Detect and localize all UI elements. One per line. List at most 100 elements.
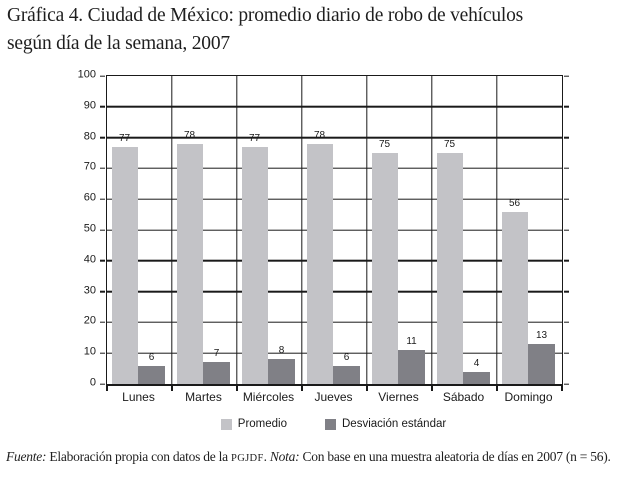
x-axis-label: Martes	[185, 390, 222, 404]
y-axis-label: 70	[83, 160, 96, 173]
x-axis-label: Sábado	[442, 390, 485, 404]
x-axis-label: Miércoles	[242, 390, 295, 404]
y-axis-tick-right	[564, 167, 569, 170]
y-axis-tick-right	[564, 383, 569, 385]
bar-group: 75 4	[432, 76, 497, 384]
bar-value-label: 13	[535, 329, 548, 341]
x-axis-tick	[301, 386, 303, 391]
desviacion-bar	[397, 350, 426, 384]
chart-title: Gráfica 4. Ciudad de México: promedio di…	[7, 2, 619, 58]
desviacion-bar	[332, 365, 361, 384]
bar-value-label: 8	[278, 345, 285, 357]
x-axis-labels: Lunes Martes Miércoles Jueves Viernes Sábado D…	[106, 390, 561, 406]
fuente-label: Fuente:	[6, 449, 47, 464]
y-axis-label: 30	[83, 284, 96, 297]
y-axis-tick-right	[564, 352, 569, 354]
y-axis-tick-right	[564, 198, 569, 200]
desviacion-bar	[202, 362, 231, 384]
y-axis-tick-left	[100, 260, 105, 262]
gridline-horizontal	[107, 260, 562, 262]
gridline-horizontal	[107, 321, 562, 324]
desviacion-bar	[462, 371, 491, 384]
chart-title-line1: Gráfica 4. Ciudad de México: promedio di…	[7, 5, 524, 26]
y-axis-tick-left	[100, 321, 105, 324]
bar-value-label: 6	[343, 351, 350, 363]
bar-value-label: 11	[406, 336, 417, 348]
bar-group: 78 7	[172, 76, 237, 384]
gridline-horizontal	[107, 352, 562, 354]
bar-value-label: 56	[508, 197, 521, 209]
y-axis-label: 0	[89, 376, 96, 389]
y-axis-label: 80	[83, 130, 96, 143]
bar-value-label: 77	[248, 132, 261, 144]
chart-title-line2: según día de la semana, 2007	[7, 32, 230, 54]
y-axis-tick-left	[100, 75, 105, 77]
legend: Promedio Desviación estándar	[106, 418, 561, 430]
x-axis-tick	[171, 386, 173, 391]
x-axis-tick	[496, 386, 498, 391]
y-axis-tick-left	[100, 106, 105, 108]
x-axis-label: Lunes	[122, 390, 155, 404]
gridline-vertical	[431, 76, 433, 384]
gridline-horizontal	[107, 106, 562, 108]
y-axis-tick-right	[564, 136, 569, 139]
y-axis-tick-left	[100, 290, 105, 293]
bar-value-label: 4	[473, 357, 480, 369]
bar-value-label: 78	[313, 129, 326, 141]
desviacion-bar	[527, 343, 556, 384]
x-axis-tick	[561, 386, 563, 391]
promedio-bar	[241, 146, 268, 384]
bar-value-label: 77	[118, 132, 131, 144]
bar-group: 77 8	[237, 76, 302, 384]
promedio-bar	[371, 153, 398, 384]
y-axis-tick-right	[564, 229, 569, 231]
gridline-horizontal	[107, 136, 562, 139]
bar-value-label: 7	[213, 348, 220, 360]
x-axis-tick	[106, 386, 108, 391]
gridline-vertical	[301, 76, 303, 384]
promedio-bar	[111, 146, 138, 384]
bar-group: 56 13	[497, 76, 562, 384]
bar-value-label: 6	[148, 351, 155, 363]
y-axis-tick-right	[564, 106, 569, 108]
y-axis-label: 40	[83, 253, 96, 266]
source-note: Fuente: Elaboración propia con datos de …	[6, 447, 622, 467]
plot-area: 77 6 78 7 77 8 78 6 75 11 75 4 56 13	[100, 75, 569, 391]
x-axis-tick	[366, 386, 368, 391]
y-axis-tick-right	[564, 290, 569, 293]
y-axis-label: 60	[83, 191, 96, 204]
after-pgjdf: .	[263, 449, 270, 464]
y-axis: 0 10 20 30 40 50 60 70 80 90 100	[40, 69, 96, 388]
gridline-horizontal	[107, 167, 562, 170]
x-axis-label: Viernes	[378, 390, 419, 404]
legend-swatch	[220, 418, 232, 430]
gridline-vertical	[171, 76, 173, 384]
desviacion-bar	[137, 365, 166, 384]
promedio-bar	[436, 153, 463, 384]
y-axis-label: 10	[83, 345, 96, 358]
gridline-vertical	[236, 76, 238, 384]
bar-value-label: 75	[443, 139, 456, 150]
y-axis-tick-left	[100, 229, 105, 231]
x-axis-tick	[236, 386, 238, 391]
fuente-text: Elaboración propia con datos de la	[46, 449, 232, 464]
bar-group: 78 6	[302, 76, 367, 384]
gridline-horizontal	[107, 290, 562, 293]
promedio-bar	[501, 211, 528, 384]
x-axis-label: Jueves	[314, 390, 353, 404]
legend-item: Promedio	[220, 418, 287, 430]
y-axis-label: 20	[83, 314, 96, 327]
x-axis-label: Domingo	[504, 390, 553, 404]
bar-group: 75 11	[367, 76, 432, 384]
legend-item: Desviación estándar	[325, 418, 446, 430]
gridline-vertical	[366, 76, 368, 384]
legend-label: Promedio	[237, 418, 287, 430]
legend-label: Desviación estándar	[342, 418, 447, 430]
y-axis-tick-left	[100, 383, 105, 385]
y-axis-label: 100	[77, 68, 96, 81]
gridline-horizontal	[107, 229, 562, 231]
y-axis-tick-left	[100, 198, 105, 200]
y-axis-tick-right	[564, 260, 569, 262]
y-axis-tick-left	[100, 136, 105, 139]
